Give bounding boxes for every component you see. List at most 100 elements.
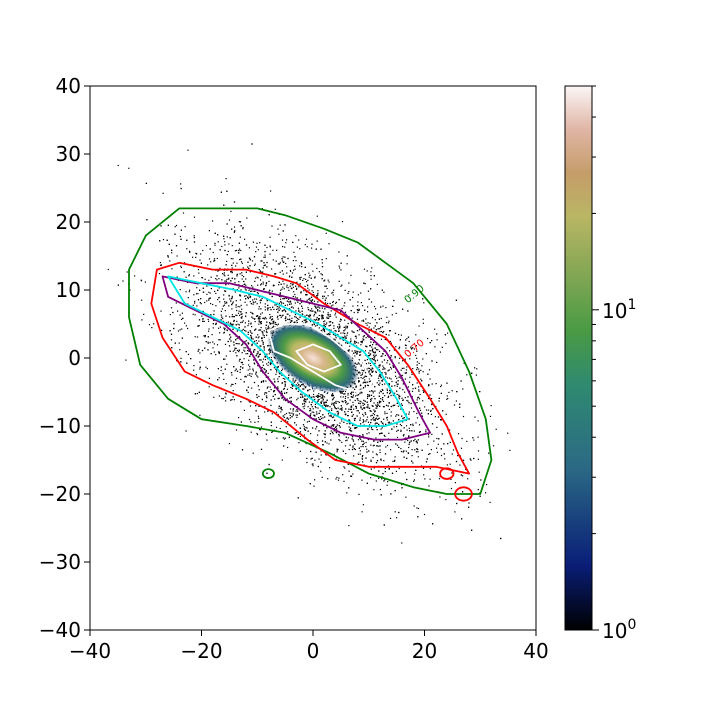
density-point bbox=[451, 472, 453, 474]
density-point bbox=[372, 390, 374, 392]
density-point bbox=[128, 167, 130, 169]
density-point bbox=[369, 322, 371, 324]
density-point bbox=[423, 302, 425, 304]
density-point bbox=[252, 241, 254, 243]
density-point bbox=[306, 314, 308, 316]
density-point bbox=[378, 384, 380, 386]
density-point bbox=[368, 298, 370, 300]
density-point bbox=[302, 403, 304, 405]
density-point bbox=[296, 287, 298, 289]
density-point bbox=[308, 401, 310, 403]
density-point bbox=[180, 361, 182, 363]
density-point bbox=[265, 380, 267, 382]
density-point bbox=[428, 385, 430, 387]
density-point bbox=[318, 458, 320, 460]
density-point bbox=[428, 384, 430, 386]
density-point bbox=[362, 455, 364, 457]
density-point bbox=[347, 392, 349, 395]
density-point bbox=[357, 311, 359, 314]
density-point bbox=[212, 303, 214, 306]
density-point bbox=[366, 324, 368, 326]
density-point bbox=[359, 437, 361, 439]
density-point bbox=[393, 349, 395, 351]
density-point bbox=[333, 453, 335, 455]
density-point bbox=[391, 385, 393, 387]
density-point bbox=[241, 274, 243, 276]
density-point bbox=[224, 368, 226, 370]
density-point bbox=[232, 328, 234, 330]
density-point bbox=[312, 291, 314, 293]
density-point bbox=[346, 263, 348, 265]
density-point bbox=[238, 351, 240, 353]
density-point bbox=[364, 359, 366, 362]
density-point bbox=[257, 277, 259, 279]
density-point bbox=[314, 276, 316, 278]
density-point bbox=[340, 262, 342, 264]
density-point bbox=[368, 381, 371, 383]
density-point bbox=[366, 433, 368, 435]
density-point bbox=[256, 342, 258, 344]
density-point bbox=[331, 305, 333, 307]
density-point bbox=[385, 307, 387, 309]
density-point bbox=[162, 239, 165, 241]
density-point bbox=[239, 236, 241, 238]
density-point bbox=[305, 321, 307, 323]
density-point bbox=[356, 353, 358, 355]
density-point bbox=[388, 384, 390, 386]
density-point bbox=[282, 310, 284, 312]
density-point bbox=[349, 408, 352, 411]
density-point bbox=[192, 256, 194, 258]
density-point bbox=[425, 409, 428, 411]
density-point bbox=[370, 278, 372, 280]
density-point bbox=[248, 343, 250, 345]
density-point bbox=[342, 474, 344, 476]
density-point bbox=[295, 388, 297, 390]
density-point bbox=[229, 322, 232, 324]
density-point bbox=[399, 395, 401, 398]
density-point bbox=[317, 290, 319, 292]
density-point bbox=[436, 426, 438, 428]
density-point bbox=[401, 374, 403, 377]
density-point bbox=[343, 337, 345, 339]
density-point bbox=[319, 419, 321, 421]
density-point bbox=[258, 354, 261, 356]
density-point bbox=[313, 294, 315, 296]
density-point bbox=[313, 485, 315, 487]
density-point bbox=[390, 366, 392, 368]
density-point bbox=[261, 331, 263, 333]
density-point bbox=[390, 357, 392, 359]
density-point bbox=[286, 266, 288, 268]
density-point bbox=[469, 458, 471, 460]
density-point bbox=[369, 410, 371, 412]
density-point bbox=[349, 299, 351, 301]
density-point bbox=[407, 386, 409, 388]
density-point bbox=[298, 239, 300, 241]
density-point bbox=[312, 463, 314, 465]
density-point bbox=[327, 478, 329, 480]
density-point bbox=[353, 408, 355, 410]
density-point bbox=[269, 386, 271, 388]
density-point bbox=[402, 360, 404, 362]
density-point bbox=[287, 421, 289, 423]
density-point bbox=[277, 318, 279, 320]
density-point bbox=[264, 359, 267, 361]
density-point bbox=[193, 216, 196, 218]
density-point bbox=[337, 412, 340, 414]
density-point bbox=[332, 322, 334, 324]
density-point bbox=[443, 443, 445, 445]
density-point bbox=[223, 358, 225, 360]
density-point bbox=[243, 381, 245, 383]
density-point bbox=[403, 450, 405, 452]
density-point bbox=[268, 290, 271, 292]
density-point bbox=[479, 495, 481, 497]
density-point bbox=[432, 408, 434, 410]
density-point bbox=[380, 494, 382, 496]
density-point bbox=[289, 321, 292, 323]
density-point bbox=[352, 440, 355, 442]
density-point bbox=[320, 394, 322, 396]
density-point bbox=[208, 377, 210, 379]
density-point bbox=[330, 414, 332, 416]
density-point bbox=[379, 364, 381, 366]
density-point bbox=[403, 456, 405, 458]
density-point bbox=[400, 450, 403, 453]
